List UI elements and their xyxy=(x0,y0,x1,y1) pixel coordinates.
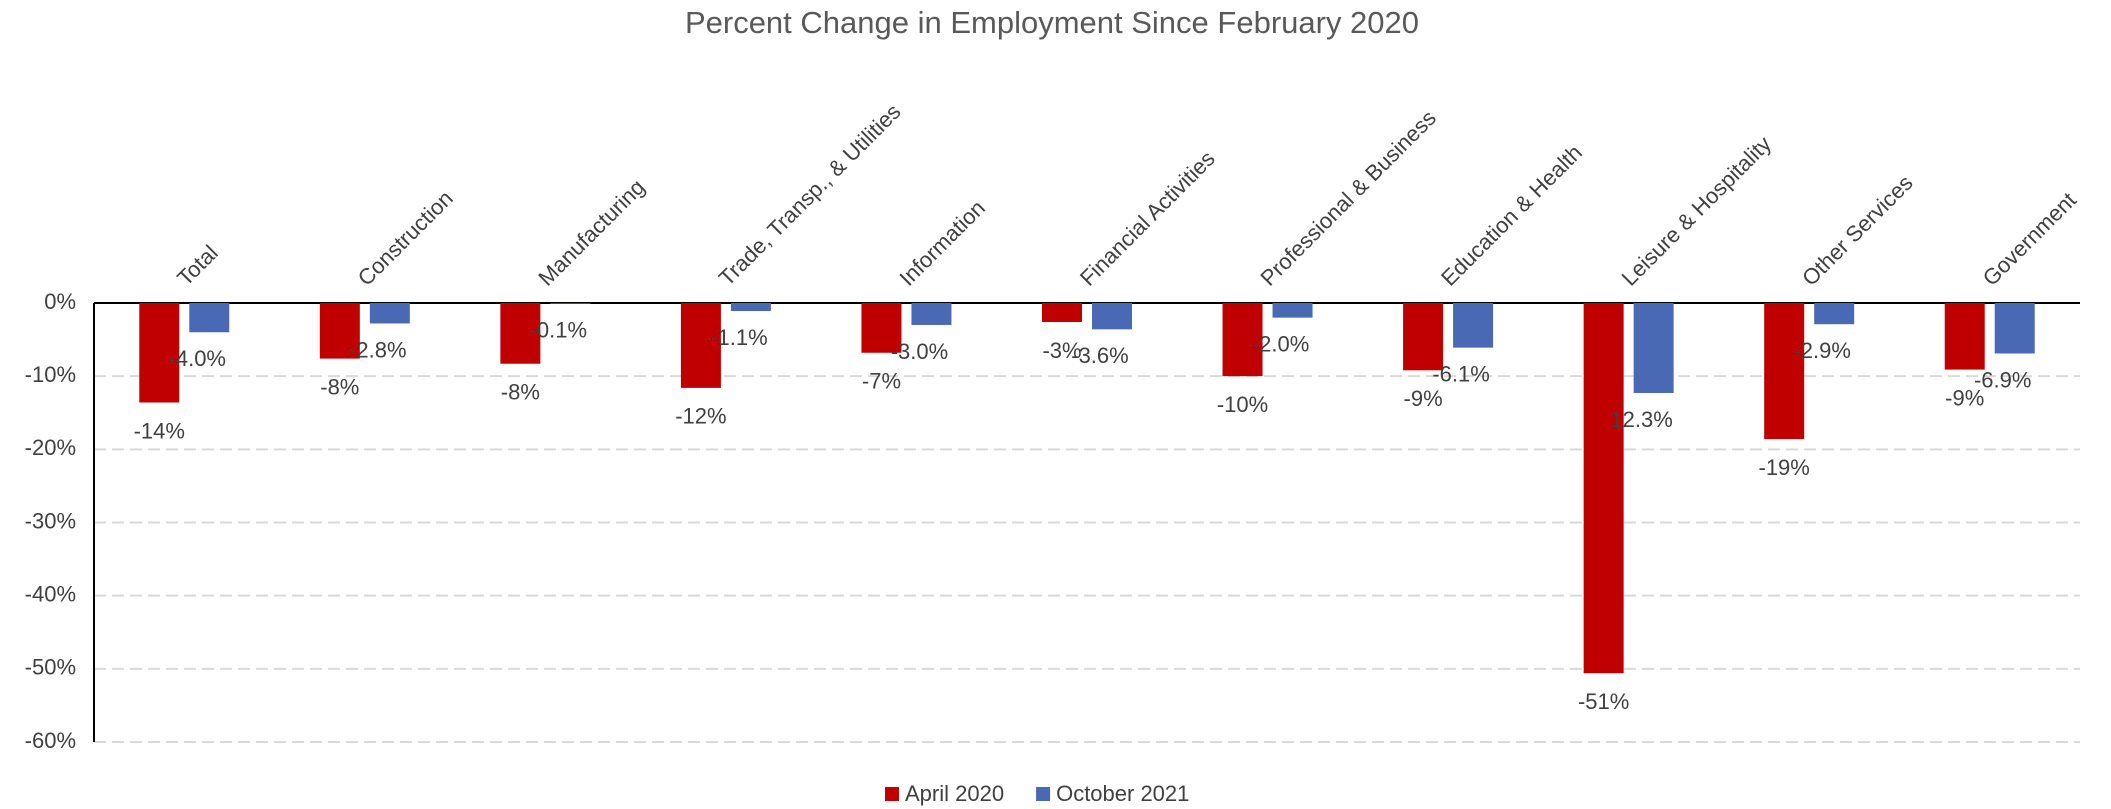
value-label: 12.3% xyxy=(1610,407,1672,432)
value-label: -0.1% xyxy=(530,318,587,343)
bar xyxy=(319,303,360,359)
bar xyxy=(1092,303,1132,330)
value-label: -14% xyxy=(134,418,185,443)
value-label: -19% xyxy=(1759,455,1810,480)
chart-title: Percent Change in Employment Since Febru… xyxy=(685,5,1419,40)
bar xyxy=(1944,303,1985,370)
x-tick-label: Financial Activities xyxy=(1075,146,1220,291)
value-label: -2.9% xyxy=(1793,338,1850,363)
x-tick-label: Leisure & Hospitality xyxy=(1617,131,1776,290)
y-tick-label: -60% xyxy=(25,728,76,753)
y-tick-label: -10% xyxy=(25,362,76,387)
value-label: -6.1% xyxy=(1432,361,1489,386)
value-label: -6.9% xyxy=(1974,367,2031,392)
bar xyxy=(1633,303,1674,393)
value-label: -9% xyxy=(1945,385,1984,410)
value-label: -51% xyxy=(1578,689,1629,714)
value-label: -7% xyxy=(862,369,901,394)
y-tick-label: -30% xyxy=(25,508,76,533)
x-tick-label: Trade, Transp., & Utilities xyxy=(714,99,906,291)
bar xyxy=(1222,303,1263,377)
bar xyxy=(1814,303,1855,325)
x-tick-label: Total xyxy=(172,240,223,291)
bar xyxy=(680,303,721,388)
x-tick-label: Information xyxy=(894,195,990,291)
x-tick-label: Other Services xyxy=(1797,170,1918,291)
legend-label: October 2021 xyxy=(1056,781,1189,806)
x-tick-label: Education & Health xyxy=(1436,140,1587,291)
y-tick-label: -40% xyxy=(25,581,76,606)
value-label: -3.6% xyxy=(1071,343,1128,368)
value-label: -3.0% xyxy=(891,339,948,364)
bar xyxy=(1764,303,1805,440)
y-tick-label: 0% xyxy=(44,289,76,314)
value-label: -8% xyxy=(320,374,359,399)
bar xyxy=(730,303,771,312)
value-label: -4.0% xyxy=(169,346,226,371)
value-label: -2.8% xyxy=(349,337,406,362)
x-tick-label: Construction xyxy=(353,186,458,291)
value-label: -9% xyxy=(1404,386,1443,411)
legend-swatch xyxy=(1036,787,1051,801)
bar xyxy=(911,303,952,325)
bar xyxy=(139,303,180,403)
value-label: -3% xyxy=(1042,338,1081,363)
y-tick-label: -50% xyxy=(25,655,76,680)
value-label: -1.1% xyxy=(710,325,767,350)
bar xyxy=(861,303,902,353)
bar xyxy=(500,303,541,364)
legend-swatch xyxy=(885,787,899,801)
x-tick-label: Professional & Business xyxy=(1256,105,1441,290)
value-label: -12% xyxy=(675,404,726,429)
bar xyxy=(1994,303,2035,354)
bar xyxy=(550,303,591,304)
bar xyxy=(1042,303,1082,323)
value-label: -10% xyxy=(1217,392,1268,417)
bar xyxy=(369,303,410,324)
y-tick-label: -20% xyxy=(25,435,76,460)
value-label: -2.0% xyxy=(1252,331,1309,356)
x-tick-label: Government xyxy=(1978,187,2081,290)
legend-label: April 2020 xyxy=(905,781,1004,806)
bar xyxy=(1453,303,1494,348)
bar xyxy=(1272,303,1313,318)
bar xyxy=(1403,303,1444,371)
bar xyxy=(1583,303,1624,674)
bar xyxy=(189,303,230,333)
x-tick-label: Manufacturing xyxy=(533,174,649,290)
value-label: -8% xyxy=(501,380,540,405)
